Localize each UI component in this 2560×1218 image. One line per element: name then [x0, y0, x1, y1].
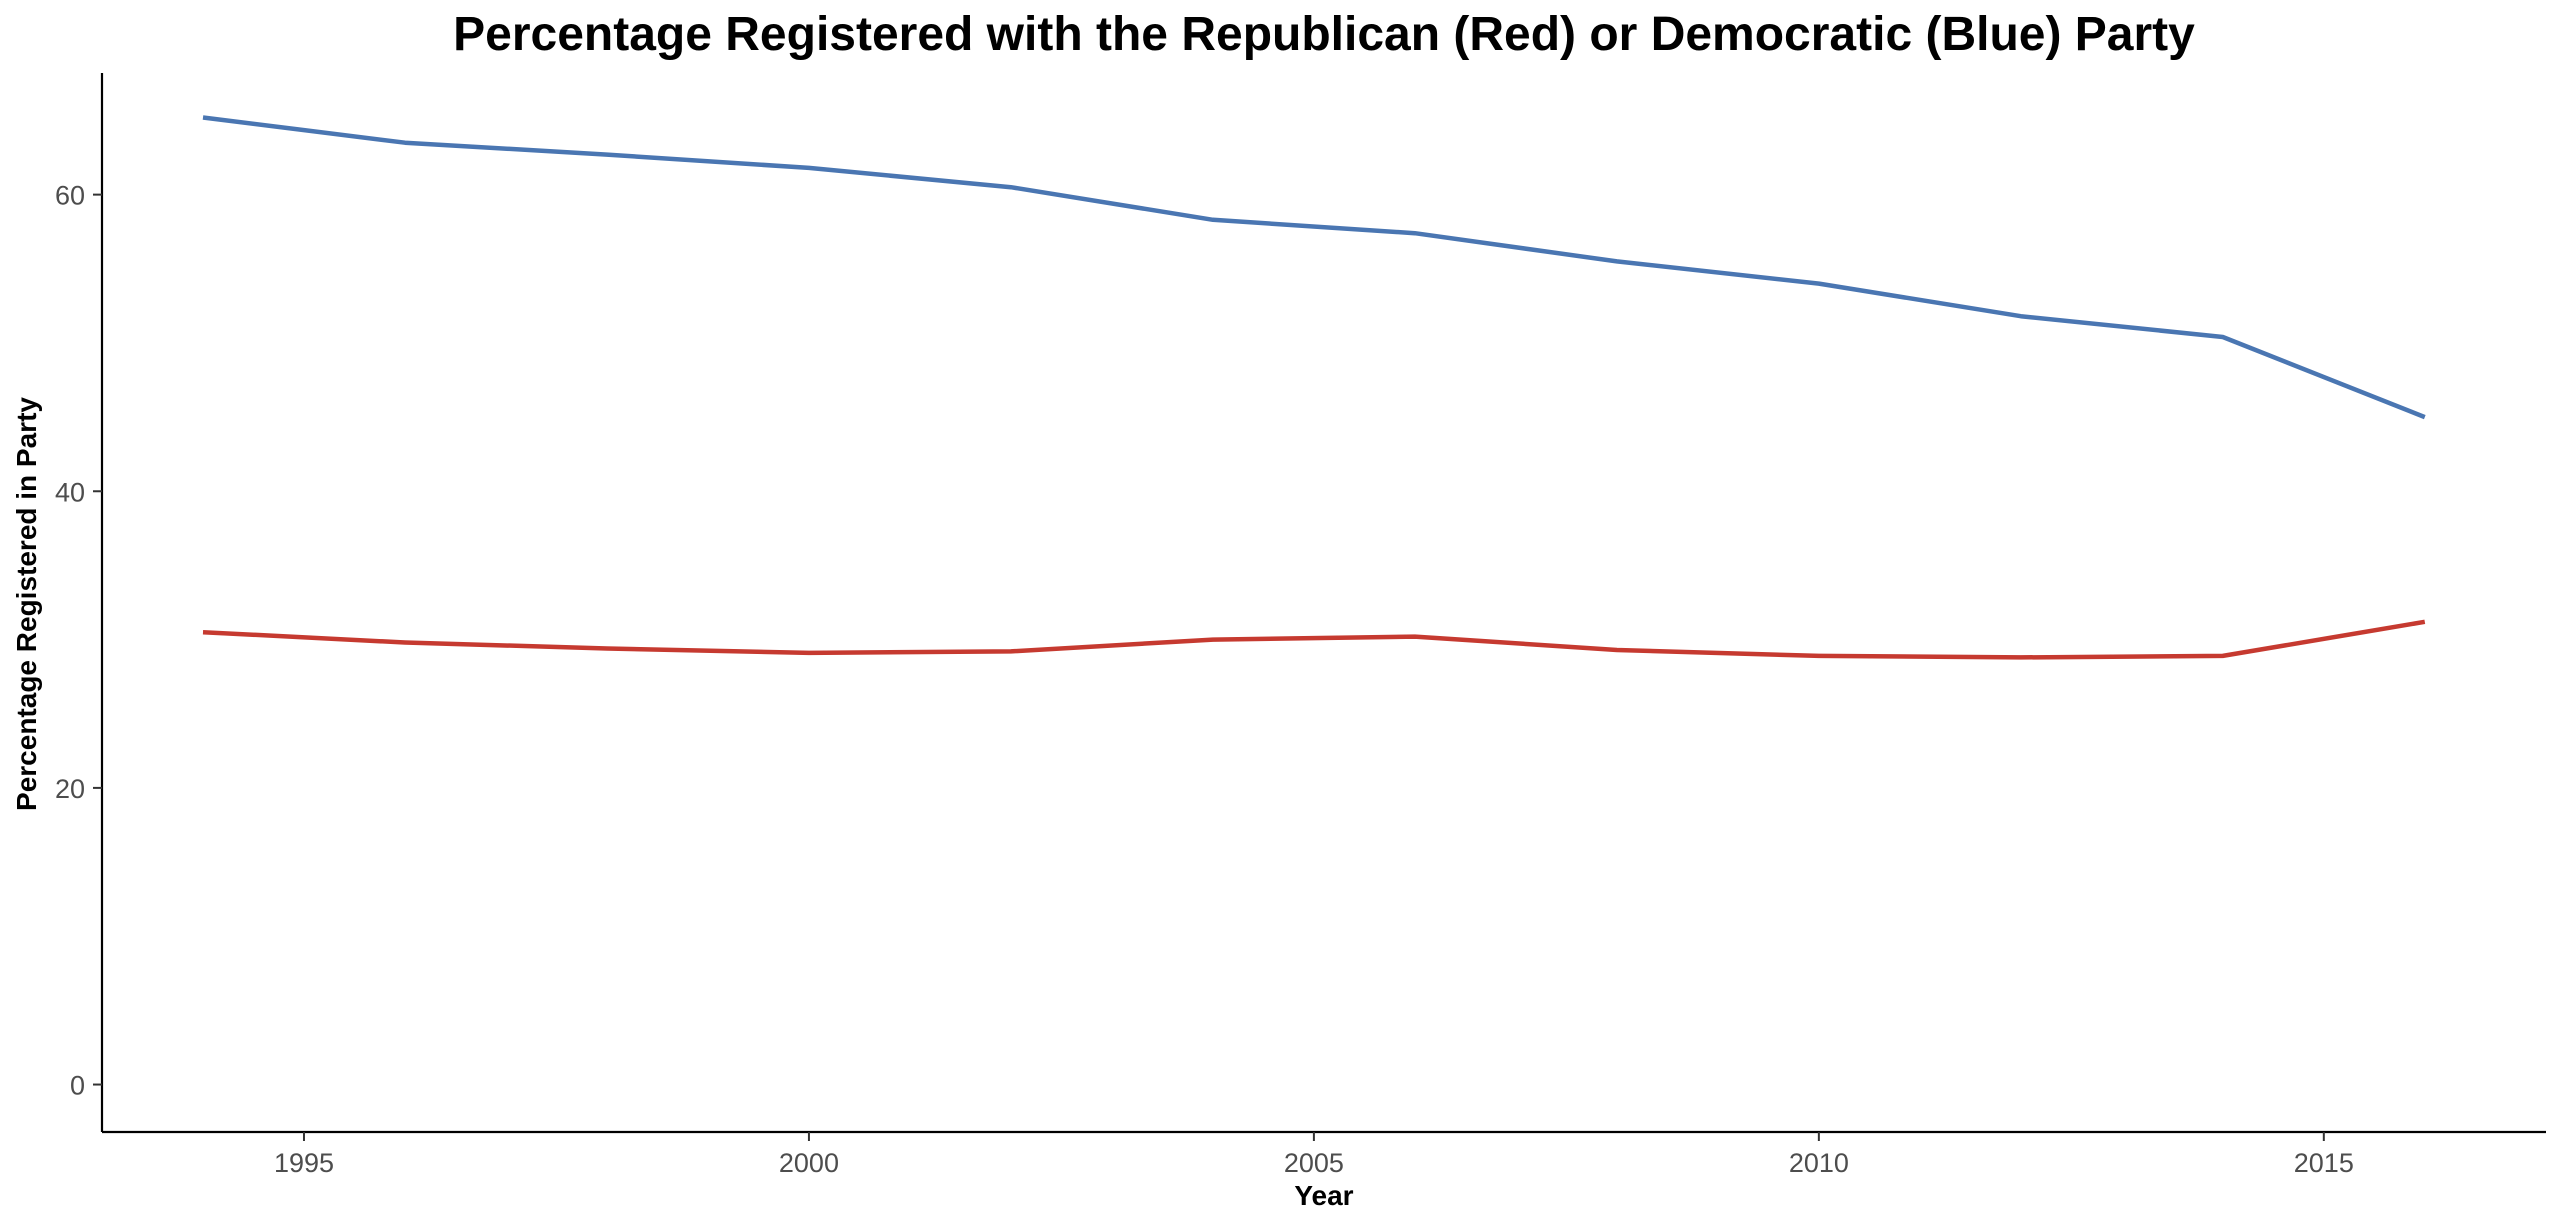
plot-area	[202, 115, 2426, 660]
y-tick-label: 60	[55, 181, 85, 211]
series-line-democratic	[202, 115, 2426, 420]
y-tick-label: 20	[55, 774, 85, 804]
series-line-republican	[202, 619, 2426, 660]
x-axis-ticks: 1995 2000 2005 2010 2015	[274, 1132, 2354, 1178]
chart-title: Percentage Registered with the Republica…	[453, 8, 2195, 61]
x-tick-label: 1995	[274, 1148, 334, 1178]
x-tick-label: 2005	[1284, 1148, 1344, 1178]
x-tick-label: 2010	[1789, 1148, 1849, 1178]
x-tick-label: 2000	[779, 1148, 839, 1178]
y-axis-title: Percentage Registered in Party	[11, 397, 42, 811]
y-tick-label: 40	[55, 477, 85, 507]
y-axis-ticks: 0 20 40 60	[55, 181, 102, 1101]
x-axis-title: Year	[1294, 1180, 1353, 1211]
y-tick-label: 0	[70, 1071, 85, 1101]
x-tick-label: 2015	[2294, 1148, 2354, 1178]
